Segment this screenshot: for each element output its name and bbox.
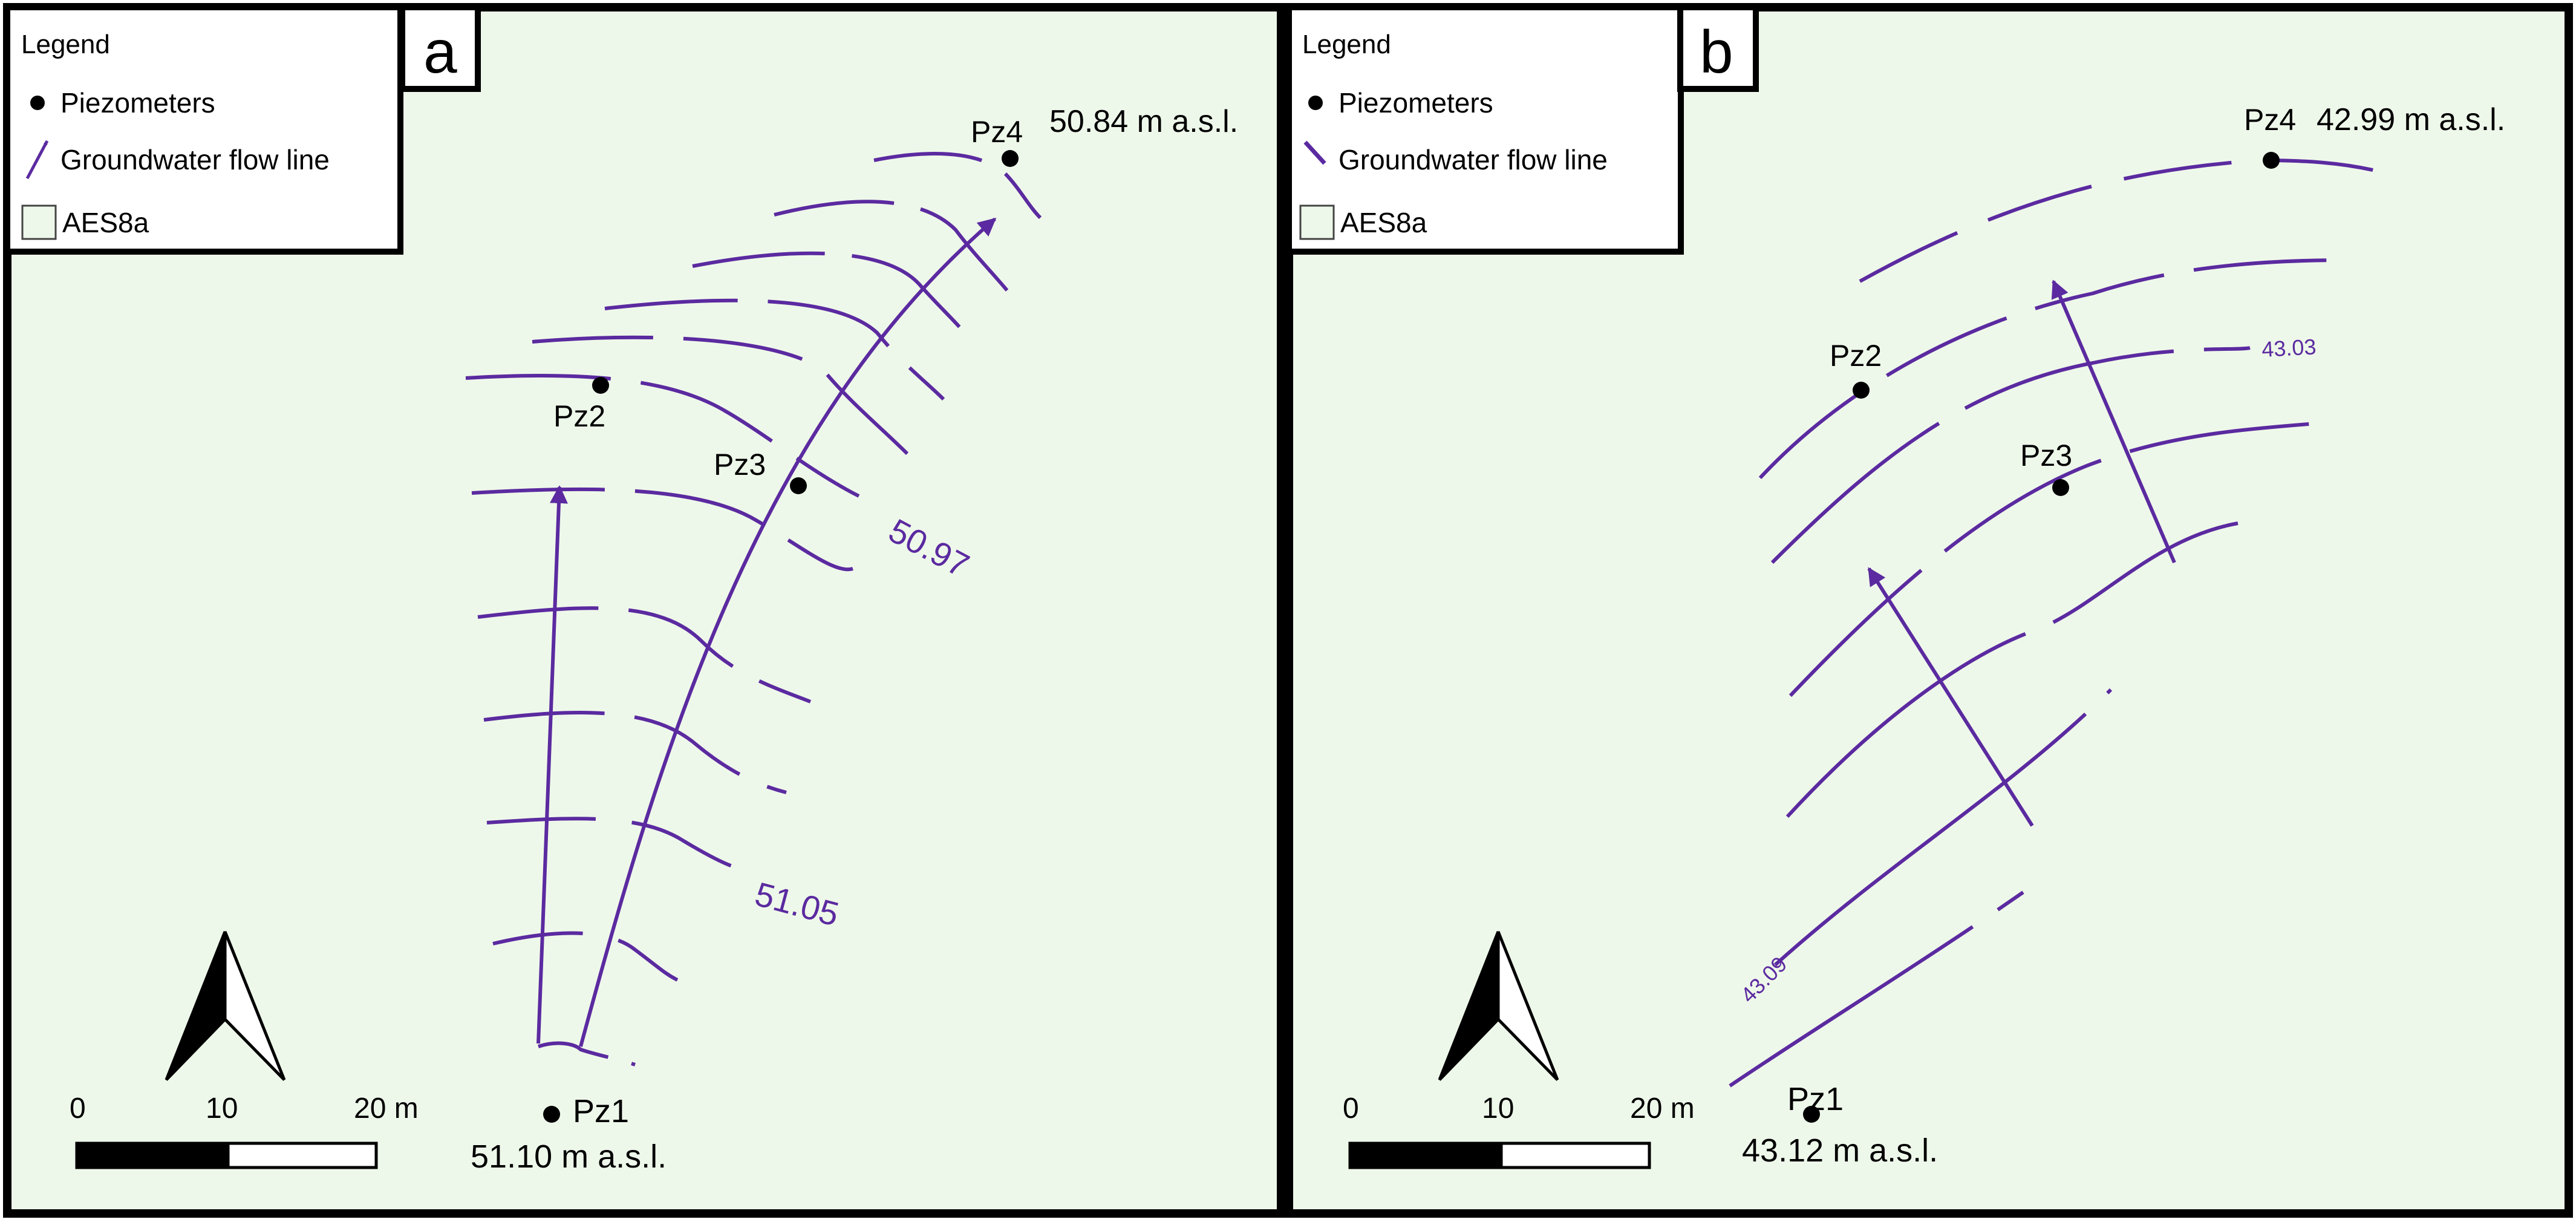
- legend-item-label: Piezometers: [1339, 87, 1493, 119]
- panel-a-north-arrow-icon: [165, 931, 286, 1081]
- piezometer-pz3-dot: [790, 477, 807, 494]
- contour-line: [538, 1041, 636, 1066]
- contour-line: [1758, 258, 2347, 480]
- dot-icon: [1308, 96, 1323, 110]
- panel-a-piezometers: Pz4 50.84 m a.s.l. Pz2 Pz3 Pz1 51.10 m a…: [471, 104, 1238, 1175]
- contour-line: [1770, 346, 2251, 564]
- area-swatch-icon: [1299, 204, 1335, 240]
- piezometer-pz4-dot: [1002, 150, 1019, 167]
- contour-line: [486, 817, 751, 873]
- panel-a-scale-bar: 0 10 20 m: [70, 1092, 419, 1169]
- panel-b-scale-bar: 0 10 20 m: [1343, 1092, 1695, 1169]
- panel-b-contours: [1729, 158, 2384, 1088]
- flow-arrow-icon: [1303, 140, 1326, 165]
- scale-tick-label: 10: [206, 1092, 238, 1125]
- flow-line: [579, 217, 997, 1047]
- scale-tick-label: 10: [1482, 1092, 1514, 1125]
- flow-arrow-icon: [25, 140, 49, 180]
- legend-item-label: AES8a: [1340, 207, 1427, 238]
- flow-line: [2051, 279, 2176, 564]
- scale-tick-label: 20 m: [354, 1092, 419, 1125]
- panel-b-legend: Legend Piezometers Groundwater flow line…: [1286, 4, 1684, 255]
- piezometer-pz2-name: Pz2: [1830, 339, 1882, 373]
- legend-item-label: Groundwater flow line: [1339, 144, 1608, 175]
- piezometer-pz3-name: Pz3: [714, 448, 766, 482]
- legend-title: Legend: [1302, 30, 1391, 59]
- piezometer-pz2-name: Pz2: [553, 399, 605, 433]
- panel-b-flow-lines: [1867, 279, 2176, 827]
- piezometer-pz2-dot: [1853, 382, 1870, 399]
- legend-item-label: Groundwater flow line: [60, 144, 330, 175]
- contour-line: [465, 373, 860, 498]
- piezometer-pz1-name: Pz1: [1787, 1081, 1844, 1117]
- contour-line: [604, 298, 945, 401]
- contour-line: [692, 251, 976, 346]
- contour-line: [1729, 890, 2024, 1088]
- panel-b-north-arrow-icon: [1438, 931, 1559, 1081]
- piezometer-pz3-dot: [2052, 479, 2069, 496]
- panel-a-letter: a: [423, 18, 457, 86]
- panel-b-letter: b: [1700, 18, 1733, 86]
- piezometer-pz3-name: Pz3: [2020, 439, 2072, 472]
- area-swatch-icon: [21, 204, 57, 240]
- piezometer-pz2-dot: [592, 377, 609, 394]
- contour-label: 43.03: [2261, 334, 2317, 362]
- contour-line: [492, 931, 679, 982]
- panel-b: Pz4 42.99 m a.s.l. Pz2 Pz3 Pz1 43.12 m a…: [1285, 3, 2573, 1218]
- piezometer-pz1-name: Pz1: [573, 1093, 629, 1129]
- legend-title: Legend: [21, 30, 110, 59]
- piezometer-pz4-name: Pz4: [971, 115, 1023, 149]
- piezometer-pz1-elevation: 43.12 m a.s.l.: [1742, 1132, 1938, 1169]
- scale-tick-label: 20 m: [1630, 1092, 1695, 1125]
- piezometer-pz1-dot: [1803, 1106, 1820, 1123]
- legend-item-label: Piezometers: [60, 87, 215, 119]
- contour-line: [1789, 422, 2317, 697]
- contour-line: [873, 151, 1042, 220]
- dot-icon: [30, 96, 45, 110]
- piezometer-pz4-elevation: 42.99 m a.s.l.: [2317, 102, 2505, 137]
- panel-a: Pz4 50.84 m a.s.l. Pz2 Pz3 Pz1 51.10 m a…: [3, 3, 1285, 1218]
- contour-line: [1773, 688, 2113, 967]
- piezometer-pz4-dot: [2263, 152, 2280, 169]
- contour-line: [774, 200, 1009, 292]
- piezometer-pz1-elevation: 51.10 m a.s.l.: [471, 1138, 667, 1175]
- contour-line: [483, 711, 787, 794]
- panel-b-piezometers: Pz4 42.99 m a.s.l. Pz2 Pz3 Pz1 43.12 m a…: [1742, 102, 2505, 1169]
- panel-a-flow-lines: [536, 217, 997, 1047]
- legend-item-label: AES8a: [62, 207, 149, 238]
- piezometer-pz4-elevation: 50.84 m a.s.l.: [1049, 104, 1238, 139]
- contour-line: [532, 335, 909, 456]
- contour-line: [1785, 521, 2239, 818]
- piezometer-pz4-name: Pz4: [2244, 103, 2296, 137]
- piezometer-pz1-dot: [543, 1106, 560, 1123]
- scale-tick-label: 0: [1343, 1092, 1359, 1125]
- panel-a-legend: Legend Piezometers Groundwater flow line…: [4, 4, 403, 255]
- flow-line: [1867, 567, 2034, 827]
- contour-line: [1859, 158, 2384, 283]
- scale-tick-label: 0: [70, 1092, 86, 1125]
- flow-line: [536, 485, 568, 1044]
